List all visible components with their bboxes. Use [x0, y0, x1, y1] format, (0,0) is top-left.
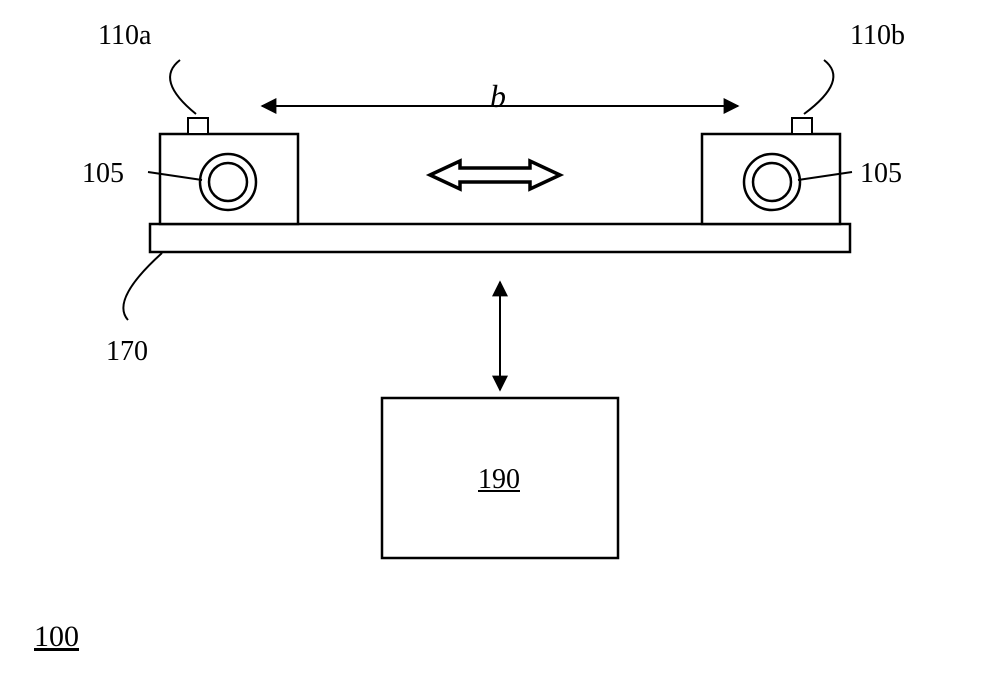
label-baseline-b: b [490, 78, 506, 115]
figure-label-100: 100 [34, 620, 79, 654]
label-170: 170 [106, 336, 148, 368]
slide-arrow [430, 161, 560, 189]
label-110a: 110a [98, 20, 151, 52]
leader-flash-right [804, 60, 833, 114]
label-105-right: 105 [860, 158, 902, 190]
label-105-left: 105 [82, 158, 124, 190]
label-190: 190 [478, 464, 520, 496]
camera-right [702, 118, 840, 224]
leader-rail [123, 253, 162, 320]
leader-flash-left [170, 60, 196, 114]
label-110b: 110b [850, 20, 905, 52]
camera-left [160, 118, 298, 224]
rail [150, 224, 850, 252]
